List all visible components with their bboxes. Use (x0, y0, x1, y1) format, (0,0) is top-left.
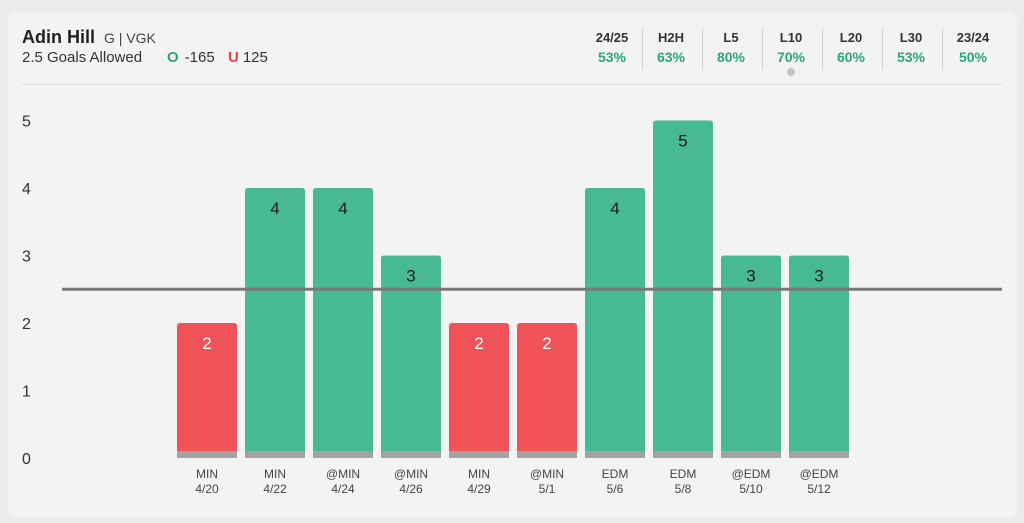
hit-rate-tab-l30[interactable]: L30 53% (882, 30, 940, 65)
hit-rate-tab-season[interactable]: 24/25 53% (583, 30, 641, 65)
bar[interactable] (313, 188, 373, 458)
hit-rate-value: 50% (958, 49, 988, 65)
bar-base (789, 451, 849, 458)
selected-indicator-dot (787, 68, 795, 76)
bar-value-label: 4 (338, 199, 347, 218)
x-tick-date: 5/10 (739, 482, 763, 496)
x-tick-opponent: MIN (264, 467, 286, 481)
x-tick-opponent: EDM (670, 467, 697, 481)
x-tick-date: 5/12 (807, 482, 831, 496)
bar-base (245, 451, 305, 458)
bar-base (449, 451, 509, 458)
x-tick-date: 4/24 (331, 482, 355, 496)
y-tick-label: 0 (22, 451, 31, 468)
x-tick-date: 4/20 (195, 482, 219, 496)
hit-rate-tab-h2h[interactable]: H2H 63% (642, 30, 700, 65)
bar[interactable] (585, 188, 645, 458)
bar-value-label: 5 (678, 132, 687, 151)
hit-rate-value: 60% (836, 49, 866, 65)
y-tick-label: 2 (22, 316, 31, 333)
hit-rate-label: L20 (839, 30, 863, 45)
bar-base (381, 451, 441, 458)
hit-rate-divider (882, 28, 883, 70)
bar-base (721, 451, 781, 458)
hit-rate-label: 24/25 (595, 30, 629, 45)
hit-rate-value: 53% (597, 49, 627, 65)
x-tick-date: 5/6 (607, 482, 624, 496)
hit-rate-tab-l10[interactable]: L10 70% (762, 30, 820, 65)
bar[interactable] (381, 255, 441, 459)
bar-value-label: 2 (202, 334, 211, 353)
x-tick-date: 5/1 (539, 482, 556, 496)
bar-base (313, 451, 373, 458)
bar[interactable] (177, 323, 237, 458)
x-tick-date: 4/22 (263, 482, 287, 496)
under-tag: U (228, 49, 239, 66)
hit-rate-tab-l20[interactable]: L20 60% (822, 30, 880, 65)
over-tag: O (167, 49, 179, 66)
bar-base (585, 451, 645, 458)
y-tick-label: 4 (22, 181, 31, 198)
prop-label: 2.5 Goals Allowed (22, 49, 143, 66)
bar-value-label: 3 (746, 267, 755, 286)
bar[interactable] (721, 255, 781, 459)
hit-rate-divider (822, 28, 823, 70)
player-position-team: G | VGK (104, 30, 156, 46)
bar-value-label: 2 (542, 334, 551, 353)
hit-rate-value: 53% (896, 49, 926, 65)
bar-value-label: 3 (406, 267, 415, 286)
x-tick-opponent: @MIN (530, 467, 564, 481)
bar-base (653, 451, 713, 458)
bar-value-label: 4 (610, 199, 619, 218)
hit-rate-label: 23/24 (956, 30, 990, 45)
bar-value-label: 3 (814, 267, 823, 286)
x-tick-opponent: @EDM (800, 467, 839, 481)
bar-base (517, 451, 577, 458)
x-tick-opponent: @MIN (326, 467, 360, 481)
hit-rate-divider (702, 28, 703, 70)
hit-rate-tab-last-season[interactable]: 23/24 50% (944, 30, 1002, 65)
bar-value-label: 4 (270, 199, 279, 218)
hit-rate-divider (762, 28, 763, 70)
hit-rate-value: 63% (656, 49, 686, 65)
under-odds-button[interactable]: U 125 (228, 49, 268, 66)
x-tick-date: 4/29 (467, 482, 491, 496)
y-tick-label: 5 (22, 114, 31, 131)
bar[interactable] (449, 323, 509, 458)
hit-rate-value: 70% (776, 49, 806, 65)
hit-rate-value: 80% (716, 49, 746, 65)
bar[interactable] (245, 188, 305, 458)
x-tick-opponent: EDM (602, 467, 629, 481)
over-odds-button[interactable]: O -165 (167, 49, 215, 66)
x-tick-opponent: MIN (468, 467, 490, 481)
hit-rate-label: L5 (723, 30, 739, 45)
x-tick-opponent: @MIN (394, 467, 428, 481)
under-odds-value: 125 (242, 49, 268, 66)
bar-value-label: 2 (474, 334, 483, 353)
hit-rate-label: L30 (899, 30, 923, 45)
bar[interactable] (517, 323, 577, 458)
over-odds-value: -165 (184, 49, 215, 66)
bar[interactable] (789, 255, 849, 459)
player-name: Adin Hill (22, 27, 95, 47)
bar-base (177, 451, 237, 458)
hit-rate-label: L10 (779, 30, 803, 45)
header-divider (22, 84, 1002, 85)
x-tick-opponent: MIN (196, 467, 218, 481)
hit-rate-label: H2H (657, 30, 684, 45)
x-tick-date: 4/26 (399, 482, 423, 496)
hit-rate-tab-l5[interactable]: L5 80% (702, 30, 760, 65)
hit-rate-divider (942, 28, 943, 70)
hit-rate-divider (642, 28, 643, 70)
x-tick-date: 5/8 (675, 482, 692, 496)
x-tick-opponent: @EDM (732, 467, 771, 481)
y-tick-label: 3 (22, 249, 31, 266)
y-tick-label: 1 (22, 384, 31, 401)
